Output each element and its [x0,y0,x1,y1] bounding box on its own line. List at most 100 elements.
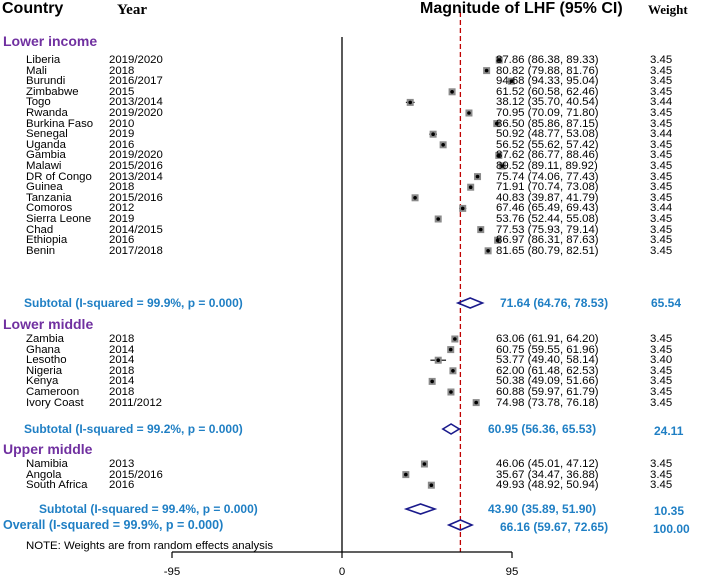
study-weight: 3.45 [650,75,673,88]
group-heading: Lower income [3,33,98,49]
study-row: Benin 2017/2018 81.65 (80.79, 82.51) 3.45 [0,244,708,257]
study-estimate-ci: 87.86 (86.38, 89.33) [496,54,599,66]
study-weight: 3.45 [650,343,673,356]
study-weight: 3.44 [650,128,673,141]
study-country: Uganda [26,138,66,151]
header-year: Year [117,2,147,18]
study-year: 2010 [109,117,135,130]
point-estimate [486,249,490,253]
subtotal-estimate-ci: 71.64 (64.76, 78.53) [500,296,609,310]
study-year: 2016 [109,138,135,151]
study-year: 2015/2016 [109,468,163,481]
study-year: 2011/2012 [109,396,162,409]
point-estimate [448,347,453,352]
subtotal-diamond [403,503,438,515]
study-estimate-ci: 80.82 (79.88, 81.76) [496,64,599,77]
study-country: Zimbabwe [26,85,79,98]
study-estimate-ci: 60.88 (59.97, 61.79) [496,386,599,398]
study-year: 2019/2020 [109,54,163,66]
overall-diamond [446,519,475,531]
study-year: 2013/2014 [109,96,163,109]
study-weight: 3.45 [650,468,673,481]
study-country: Burundi [26,75,66,88]
study-estimate-ci: 71.91 (70.74, 73.08) [496,181,599,194]
point-estimate [436,217,441,221]
header-country: Country [2,0,64,17]
study-year: 2017/2018 [109,244,163,257]
study-estimate-ci: 74.98 (73.78, 76.18) [496,396,599,409]
study-estimate-ci: 70.95 (70.09, 71.80) [496,107,599,119]
study-weight: 3.45 [650,191,673,204]
group-heading: Upper middle [3,441,93,457]
study-row: Tanzania 2015/2016 40.83 (39.87, 41.79) 3.4… [0,191,708,204]
point-estimate [495,238,500,242]
study-row: Rwanda 2019/2020 70.95 (70.09, 71.80) 3.45 [0,107,708,119]
group-heading: Lower middle [3,316,94,332]
study-year: 2014 [109,343,135,356]
header-magnitude: Magnitude of LHF (95% CI) [420,0,623,17]
point-estimate [474,400,478,405]
study-country: Liberia [26,54,61,66]
study-estimate-ci: 53.77 (49.40, 58.14) [496,354,599,367]
point-estimate [451,369,455,373]
study-estimate-ci: 61.52 (60.58, 62.46) [496,85,599,98]
study-estimate-ci: 86.97 (86.31, 87.63) [496,234,599,247]
study-country: Comoros [26,202,73,215]
study-row: Uganda 2016 56.52 (55.62, 57.42) 3.45 [0,138,708,151]
study-weight: 3.45 [650,375,673,388]
point-estimate [436,358,441,363]
study-country: Benin [26,244,56,257]
study-estimate-ci: 38.12 (35.70, 40.54) [496,96,599,109]
point-estimate [441,143,445,147]
point-estimate [404,472,408,477]
study-year: 2013/2014 [109,170,163,183]
study-country: Ivory Coast [26,396,84,409]
subtotal-weight: 65.54 [651,296,682,310]
study-estimate-ci: 53.76 (52.44, 55.08) [496,213,599,225]
study-row: Comoros 2012 67.46 (65.49, 69.43) 3.44 [0,202,708,215]
point-estimate [467,111,471,115]
subtotal-label: Subtotal (I-squared = 99.2%, p = 0.000) [24,422,243,436]
study-estimate-ci: 60.75 (59.55, 61.96) [496,343,599,356]
study-weight: 3.45 [650,244,673,257]
study-country: Gambia [26,149,66,162]
study-weight: 3.45 [650,138,673,151]
study-year: 2013 [109,458,135,470]
study-estimate-ci: 89.52 (89.11, 89.92) [496,160,598,172]
study-weight: 3.45 [650,117,673,130]
study-weight: 3.45 [650,234,673,247]
point-estimate [450,90,454,94]
study-year: 2019/2020 [109,149,163,162]
study-row: Lesotho 2014 53.77 (49.40, 58.14) 3.40 [0,354,708,367]
study-estimate-ci: 62.00 (61.48, 62.53) [496,364,599,377]
study-estimate-ci: 86.50 (85.86, 87.15) [496,117,599,130]
study-row: Zimbabwe 2015 61.52 (60.58, 62.46) 3.45 [0,85,708,98]
point-estimate [494,121,499,126]
point-estimate [460,206,465,211]
study-row: Zambia 2018 63.06 (61.91, 64.20) 3.45 [0,333,708,344]
subtotal-estimate-ci: 43.90 (35.89, 51.90) [488,502,597,516]
study-weight: 3.40 [650,354,673,367]
study-row: Cameroon 2018 60.88 (59.97, 61.79) 3.45 [0,386,708,398]
study-country: Togo [26,96,51,109]
study-weight: 3.45 [650,213,673,225]
study-country: Chad [26,223,54,236]
study-country: Ethiopia [26,234,68,247]
study-estimate-ci: 56.52 (55.62, 57.42) [496,138,599,151]
study-country: Tanzania [26,191,72,204]
study-country: South Africa [26,479,88,492]
point-estimate [478,227,483,232]
study-year: 2019/2020 [109,107,163,119]
study-country: Guinea [26,181,63,194]
overall-weight: 100.00 [653,522,690,536]
study-country: Senegal [26,128,68,141]
subtotal-label: Subtotal (I-squared = 99.9%, p = 0.000) [24,296,243,310]
study-weight: 3.45 [650,223,673,236]
point-estimate [408,100,413,105]
study-row: South Africa 2016 49.93 (48.92, 50.94) 3.45 [0,479,708,492]
study-row: Sierra Leone 2019 53.76 (52.44, 55.08) 3.45 [0,213,708,225]
study-weight: 3.45 [650,364,673,377]
x-tick-label: -95 [163,566,181,578]
study-weight: 3.45 [650,386,673,398]
study-weight: 3.44 [650,96,673,109]
